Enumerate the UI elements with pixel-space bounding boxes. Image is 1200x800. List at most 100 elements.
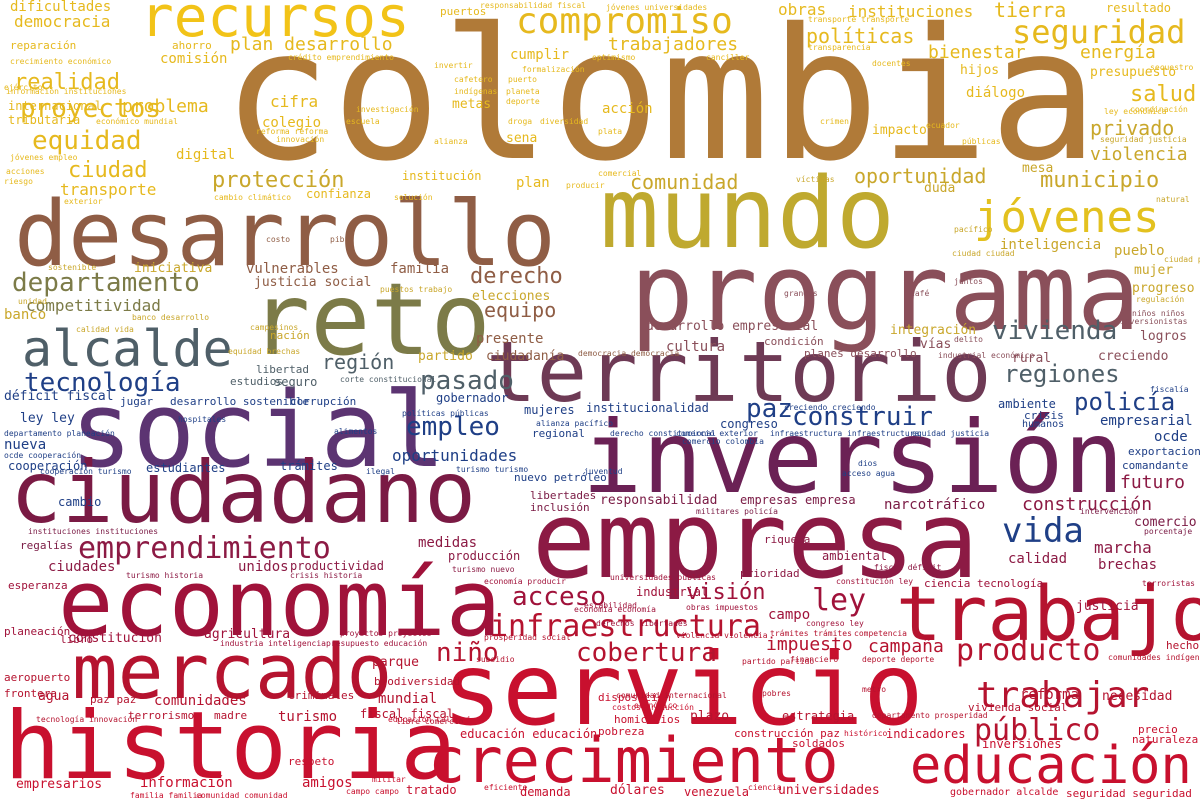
word-hospitales: hospitales [178, 415, 227, 424]
word-campo: campo [768, 607, 811, 623]
word-sena: sena [506, 131, 538, 146]
word-corte-constitucional: corte constitucional [340, 375, 437, 384]
word-desarrollo-empresarial: desarrollo empresarial [646, 319, 819, 334]
word-esperanza: esperanza [8, 579, 68, 592]
word-planeta: planeta [506, 87, 540, 96]
word-competencia: competencia [854, 629, 907, 638]
word-ahorro: ahorro [172, 39, 212, 52]
word-fiscalia: fiscalía [1150, 385, 1189, 394]
word-ciencia-tecnologia: ciencia tecnología [924, 577, 1044, 590]
word-emprendimiento: emprendimiento [78, 531, 331, 566]
word-salud: salud [1130, 82, 1197, 107]
word-empresarios: empresarios [16, 777, 103, 792]
word-demanda: demanda [520, 785, 571, 799]
word-militar: militar [372, 775, 406, 784]
word-libertad: libertad [256, 363, 309, 376]
word-marcha: marcha [1094, 538, 1152, 557]
word-acceso-agua: acceso agua [842, 469, 895, 478]
word-pacifico: pacífico [954, 225, 993, 234]
word-tratado: tratado [406, 783, 457, 797]
word-puerto: puerto [508, 75, 537, 84]
word-responsabilidad-fiscal: responsabilidad fiscal [480, 1, 586, 10]
word-empresas-empresa: empresas empresa [740, 493, 856, 507]
word-educacion-educacion: educación educación [460, 727, 598, 741]
word-economia-producir: economía producir [484, 577, 566, 586]
word-metas: metas [452, 97, 492, 112]
word-construccion: construcción [1022, 494, 1153, 515]
word-corrupcion: corrupción [290, 395, 357, 408]
word-crisis: crisis [1024, 409, 1064, 422]
word-progreso: progreso [1132, 281, 1195, 296]
word-terrorismo: terrorismo [128, 709, 195, 722]
word-paz: paz [746, 394, 793, 424]
word-produccion: producción [448, 549, 521, 563]
word-seguro: seguro [274, 375, 318, 389]
word-cambio: cambio [58, 495, 102, 509]
word-proteccion: protección [212, 168, 345, 193]
word-pasado: pasado [420, 366, 514, 396]
word-oportunidades: oportunidades [392, 446, 518, 465]
word-banco: banco [4, 307, 47, 323]
word-costos-produccion: costos producción [612, 703, 694, 712]
word-comercio: comercio [1134, 515, 1197, 530]
word-diversidad: diversidad [540, 117, 589, 126]
word-rural: rural [1012, 351, 1052, 366]
word-iniciativa: iniciativa [134, 261, 213, 276]
word-ocde: ocde [1154, 429, 1188, 445]
word-regional: regional [532, 427, 585, 440]
word-universidades: universidades [778, 783, 880, 798]
word-juventud: juventud [584, 467, 623, 476]
word-economico: económico [634, 701, 678, 710]
word-partido: partido [418, 349, 473, 364]
word-politicas-publicas: políticas públicas [402, 409, 489, 418]
word-impacto: impacto [872, 123, 927, 138]
word-ejercito: ejército [4, 83, 43, 92]
word-reforma: reforma [1020, 687, 1080, 703]
word-partido-partido: partido partido [742, 657, 815, 666]
word-inversiones: inversiones [982, 737, 1062, 751]
word-turismo-nuevo: turismo nuevo [452, 565, 515, 574]
word-tierra: tierra [994, 0, 1067, 22]
word-droga: droga [508, 117, 533, 126]
word-eficiente: eficiente [484, 783, 528, 792]
word-empleo: empleo [406, 412, 500, 442]
word-deficit-fiscal: déficit fiscal [4, 389, 114, 404]
word-amigos: amigos [302, 775, 353, 791]
word-pib: pib [330, 235, 345, 244]
word-crecimiento: crecimiento [428, 724, 839, 797]
word-mundial: mundial [378, 691, 438, 707]
word-desarrollo-sostenible: desarrollo sostenible [170, 395, 310, 408]
word-proyectos-proyectos: proyectos proyectos [340, 629, 432, 638]
word-crimen: crimen [820, 117, 849, 126]
word-seguridad-justicia: seguridad justicia [1100, 135, 1187, 144]
word-ecuador: ecuador [926, 121, 960, 130]
word-comunidad-comunidad: comunidad comunidad [196, 791, 288, 800]
word-calidad-vida: calidad vida [76, 325, 134, 334]
word-obras-impuestos: obras impuestos [686, 603, 759, 612]
word-condicion: condición [764, 335, 824, 348]
word-intervencion: intervención [1080, 507, 1138, 516]
word-institucionalidad: institucionalidad [586, 401, 709, 415]
word-constitucion: constitución [68, 631, 162, 646]
word-investigacion: investigación [356, 105, 419, 114]
word-justicia-social: justicia social [254, 275, 372, 290]
word-puestos-trabajo: puestos trabajo [380, 285, 453, 294]
word-agricultura: agricultura [204, 627, 291, 642]
word-unidad: unidad [18, 297, 47, 306]
word-campesinos: campesinos [250, 323, 299, 332]
word-seguridad: seguridad [1012, 13, 1186, 51]
word-plan: plan [516, 175, 550, 191]
word-cafetero: cafetero [454, 75, 493, 84]
word-vulnerables: vulnerables [246, 261, 339, 277]
word-derecho-constitucional: derecho constitucional [610, 429, 716, 438]
word-tecnologia-innovacion: tecnología innovación [36, 715, 138, 724]
word-equipo: equipo [484, 298, 557, 322]
word-industrial: industrial [636, 585, 709, 599]
word-estudios: estudios [230, 375, 283, 388]
word-departamento: departamento [12, 268, 200, 298]
word-vision: visión [686, 580, 766, 605]
word-equidad-justicia: equidad justicia [912, 429, 990, 438]
word-jovenes-empleo: jóvenes empleo [10, 153, 78, 162]
word-cooperacion: cooperación [8, 459, 88, 473]
word-impuesto: impuesto [766, 634, 853, 655]
